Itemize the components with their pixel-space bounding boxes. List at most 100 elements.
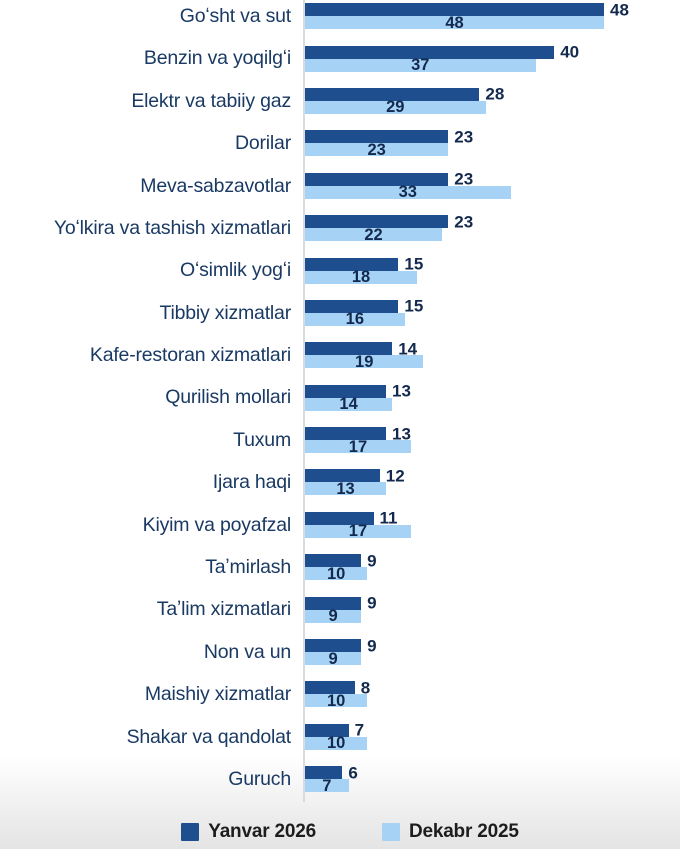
value-label-yanvar-2026: 14 — [398, 339, 418, 359]
category-label: Taʼmirlash — [205, 556, 291, 579]
bar-group: 12 13 — [303, 467, 680, 498]
bar-group: 6 7 — [303, 764, 680, 795]
bar-group: 13 17 — [303, 425, 680, 456]
value-label-yanvar-2026: 9 — [367, 551, 377, 571]
chart-row: Tibbiy xizmatlar 15 16 — [0, 292, 680, 334]
category-label: Yoʻlkira va tashish xizmatlari — [53, 216, 291, 239]
chart-row: Taʼlim xizmatlari 9 9 — [0, 588, 680, 630]
value-label-yanvar-2026: 9 — [367, 636, 377, 656]
bar-dekabr-2025: 10 — [305, 691, 368, 710]
chart-row: Dorilar 23 23 — [0, 122, 680, 164]
chart-row: Non va un 9 9 — [0, 631, 680, 673]
chart-rows: Goʻsht va sut 48 48 Benzin va yoqilgʻi 4… — [0, 0, 680, 795]
value-label-dekabr-2025: 37 — [411, 55, 430, 74]
bar-yanvar-2026: 23 — [305, 171, 473, 188]
bar-yanvar-2026: 14 — [305, 340, 417, 357]
category-label: Kiyim va poyafzal — [142, 513, 292, 536]
value-label-yanvar-2026: 12 — [385, 466, 405, 486]
bar-group: 14 19 — [303, 340, 680, 371]
bar-dekabr-2025: 16 — [305, 311, 405, 327]
legend-label: Yanvar 2026 — [208, 821, 316, 842]
bar-yanvar-2026: 12 — [305, 467, 405, 484]
bar-yanvar-2026: 11 — [305, 510, 397, 527]
category-label: Benzin va yoqilgʻi — [143, 47, 291, 70]
chart-row: Oʻsimlik yogʻi 15 18 — [0, 249, 680, 291]
bar-dekabr-2025: 10 — [305, 734, 368, 753]
value-label-dekabr-2025: 48 — [445, 13, 464, 32]
bar-yanvar-2026: 13 — [305, 425, 411, 442]
legend-item-dekabr-2025: Dekabr 2025 — [381, 821, 519, 843]
value-label-yanvar-2026: 15 — [404, 296, 424, 316]
category-label: Qurilish mollari — [165, 386, 291, 409]
value-label-dekabr-2025: 10 — [326, 734, 346, 753]
bar-yanvar-2026: 8 — [305, 679, 370, 696]
value-label-yanvar-2026: 23 — [454, 212, 474, 232]
category-label: Ijara haqi — [212, 471, 291, 494]
value-label-yanvar-2026: 48 — [610, 0, 629, 20]
value-label-dekabr-2025: 23 — [367, 140, 386, 159]
category-label: Kafe-restoran xizmatlari — [89, 344, 291, 367]
value-label-yanvar-2026: 23 — [454, 169, 474, 189]
bar-yanvar-2026: 15 — [305, 298, 423, 315]
bar-yanvar-2026: 48 — [305, 1, 629, 18]
value-label-yanvar-2026: 15 — [404, 254, 424, 274]
category-label: Elektr va tabiiy gaz — [131, 89, 291, 112]
bar-group: 9 9 — [303, 637, 680, 668]
chart-row: Kiyim va poyafzal 11 17 — [0, 504, 680, 546]
bar-dekabr-2025: 33 — [305, 183, 511, 201]
value-label-dekabr-2025: 13 — [336, 479, 355, 498]
bar-yanvar-2026: 9 — [305, 552, 377, 569]
chart-row: Benzin va yoqilgʻi 40 37 — [0, 37, 680, 79]
value-label-yanvar-2026: 13 — [392, 381, 411, 401]
bar-dekabr-2025: 9 — [305, 608, 362, 624]
bar-group: 48 48 — [303, 1, 680, 32]
chart-row: Meva-sabzavotlar 23 33 — [0, 165, 680, 207]
bar-group: 23 33 — [303, 171, 680, 201]
value-label-dekabr-2025: 7 — [322, 776, 332, 795]
chart-row: Taʼmirlash 9 10 — [0, 546, 680, 588]
value-label-dekabr-2025: 9 — [328, 649, 338, 668]
value-label-dekabr-2025: 29 — [386, 98, 405, 117]
legend: Yanvar 2026 Dekabr 2025 — [10, 821, 680, 843]
legend-label: Dekabr 2025 — [408, 821, 519, 842]
bar-group: 8 10 — [303, 679, 680, 710]
value-label-dekabr-2025: 33 — [398, 183, 417, 201]
bar-group: 15 16 — [303, 298, 680, 327]
bar-group: 23 23 — [303, 128, 680, 159]
bar-dekabr-2025: 22 — [305, 226, 442, 242]
value-label-dekabr-2025: 17 — [348, 437, 368, 456]
bar-group: 7 10 — [303, 720, 680, 753]
value-label-yanvar-2026: 7 — [354, 720, 365, 740]
bar-group: 9 10 — [303, 552, 680, 582]
value-label-yanvar-2026: 23 — [454, 127, 474, 147]
value-label-dekabr-2025: 14 — [339, 394, 358, 413]
y-axis-baseline — [303, 0, 305, 802]
category-label: Tuxum — [233, 428, 291, 451]
bar-group: 28 29 — [303, 86, 680, 117]
value-label-dekabr-2025: 17 — [348, 522, 368, 541]
value-label-dekabr-2025: 10 — [326, 691, 346, 710]
bar-group: 11 17 — [303, 510, 680, 541]
legend-swatch-light-icon — [381, 823, 400, 841]
category-label: Dorilar — [234, 132, 291, 155]
category-label: Taʼlim xizmatlari — [156, 598, 291, 621]
bar-dekabr-2025: 9 — [305, 649, 362, 668]
category-label: Goʻsht va sut — [179, 4, 291, 27]
category-label: Tibbiy xizmatlar — [159, 301, 291, 324]
bar-dekabr-2025: 48 — [305, 13, 604, 32]
value-label-yanvar-2026: 9 — [367, 593, 377, 613]
bar-dekabr-2025: 29 — [305, 98, 486, 117]
chart-row: Tuxum 13 17 — [0, 419, 680, 461]
bar-dekabr-2025: 13 — [305, 479, 386, 498]
category-label: Guruch — [228, 767, 291, 790]
chart-row: Kafe-restoran xizmatlari 14 19 — [0, 334, 680, 376]
bar-dekabr-2025: 17 — [305, 522, 411, 541]
category-label: Maishiy xizmatlar — [144, 683, 291, 706]
bar-yanvar-2026: 9 — [305, 637, 377, 654]
bar-yanvar-2026: 28 — [305, 86, 504, 103]
bar-dekabr-2025: 19 — [305, 352, 424, 371]
chart-row: Goʻsht va sut 48 48 — [0, 0, 680, 37]
bar-yanvar-2026: 23 — [305, 128, 473, 145]
bar-yanvar-2026: 6 — [305, 764, 358, 781]
value-label-dekabr-2025: 19 — [355, 352, 374, 371]
